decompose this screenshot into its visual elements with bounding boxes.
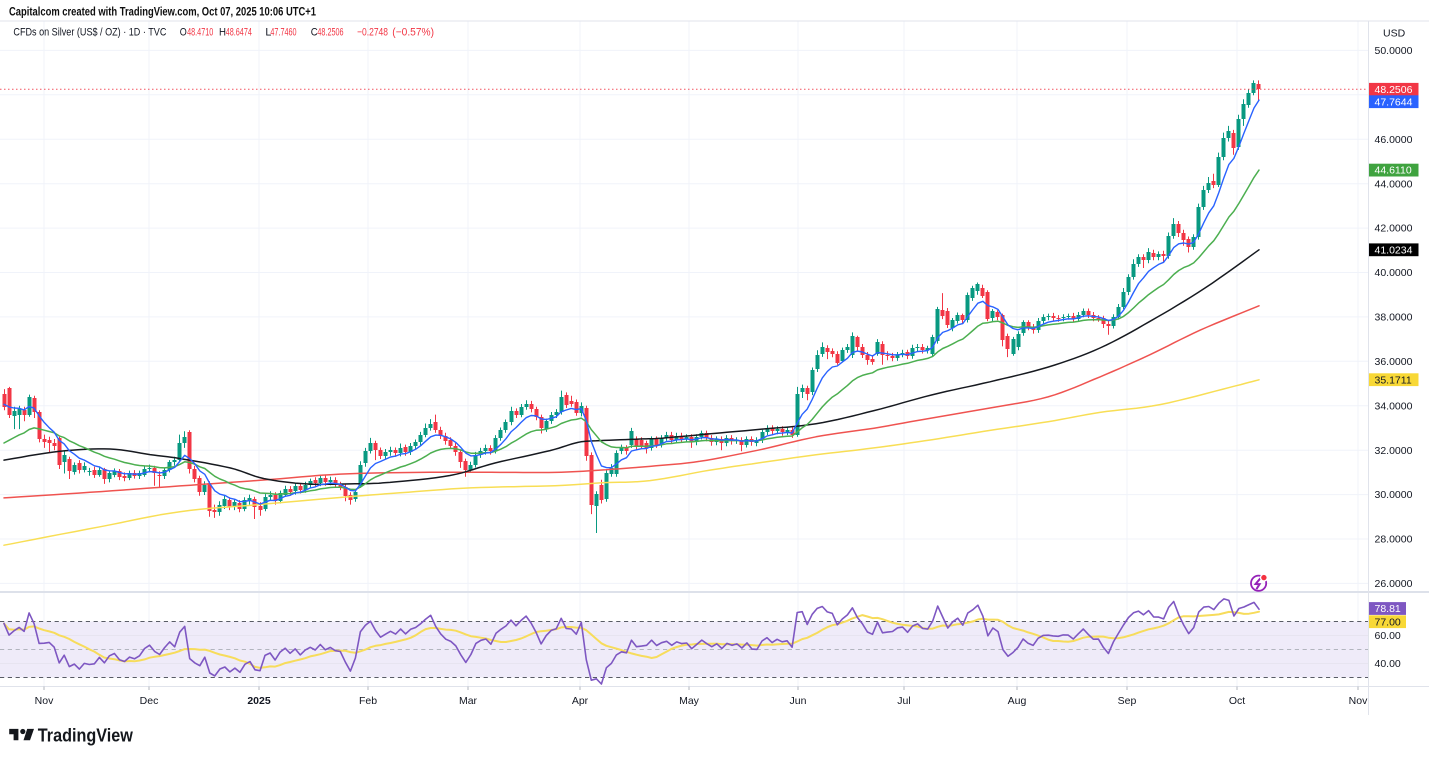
svg-text:Feb: Feb xyxy=(359,695,377,707)
svg-text:Sep: Sep xyxy=(1118,695,1137,707)
svg-text:50.0000: 50.0000 xyxy=(1375,45,1413,57)
svg-text:Dec: Dec xyxy=(140,695,159,707)
svg-text:40.00: 40.00 xyxy=(1375,658,1401,670)
svg-text:78.81: 78.81 xyxy=(1375,603,1401,615)
svg-text:L: L xyxy=(265,27,271,39)
svg-text:32.0000: 32.0000 xyxy=(1375,445,1413,457)
svg-text:C: C xyxy=(311,27,318,39)
svg-text:47.7460: 47.7460 xyxy=(270,27,296,39)
svg-text:28.0000: 28.0000 xyxy=(1375,534,1413,546)
svg-text:Oct: Oct xyxy=(1229,695,1245,707)
svg-text:40.0000: 40.0000 xyxy=(1375,267,1413,279)
svg-text:60.00: 60.00 xyxy=(1375,630,1401,642)
svg-text:H: H xyxy=(219,27,226,39)
svg-text:35.1711: 35.1711 xyxy=(1375,374,1412,386)
svg-text:2025: 2025 xyxy=(247,695,271,707)
svg-text:TradingView: TradingView xyxy=(38,726,134,746)
svg-text:Jun: Jun xyxy=(790,695,807,707)
svg-text:26.0000: 26.0000 xyxy=(1375,578,1413,590)
svg-text:47.7644: 47.7644 xyxy=(1375,96,1413,108)
svg-text:48.2506: 48.2506 xyxy=(317,27,343,39)
svg-text:30.0000: 30.0000 xyxy=(1375,489,1413,501)
svg-text:Apr: Apr xyxy=(572,695,589,707)
svg-text:Nov: Nov xyxy=(35,695,54,707)
svg-text:48.2506: 48.2506 xyxy=(1375,84,1413,96)
svg-text:34.0000: 34.0000 xyxy=(1375,400,1413,412)
svg-text:Jul: Jul xyxy=(897,695,910,707)
svg-text:44.0000: 44.0000 xyxy=(1375,178,1413,190)
svg-text:CFDs on Silver (US$ / OZ) · 1D: CFDs on Silver (US$ / OZ) · 1D · TVC xyxy=(13,27,166,39)
svg-text:May: May xyxy=(679,695,700,707)
svg-text:77.00: 77.00 xyxy=(1375,616,1401,628)
svg-text:41.0234: 41.0234 xyxy=(1375,244,1413,256)
svg-text:Nov: Nov xyxy=(1349,695,1368,707)
svg-text:USD: USD xyxy=(1383,28,1406,40)
svg-text:36.0000: 36.0000 xyxy=(1375,356,1413,368)
svg-text:Capitalcom created with Tradin: Capitalcom created with TradingView.com,… xyxy=(9,5,316,19)
svg-text:42.0000: 42.0000 xyxy=(1375,223,1413,235)
svg-text:Mar: Mar xyxy=(459,695,478,707)
svg-text:(−0.57%): (−0.57%) xyxy=(392,27,434,39)
svg-text:46.0000: 46.0000 xyxy=(1375,134,1413,146)
svg-text:38.0000: 38.0000 xyxy=(1375,312,1413,324)
svg-text:48.4710: 48.4710 xyxy=(187,27,213,39)
svg-text:O: O xyxy=(180,27,187,39)
svg-text:48.6474: 48.6474 xyxy=(226,27,252,39)
svg-text:Aug: Aug xyxy=(1008,695,1027,707)
svg-text:−0.2748: −0.2748 xyxy=(357,27,388,39)
svg-text:44.6110: 44.6110 xyxy=(1375,165,1412,177)
